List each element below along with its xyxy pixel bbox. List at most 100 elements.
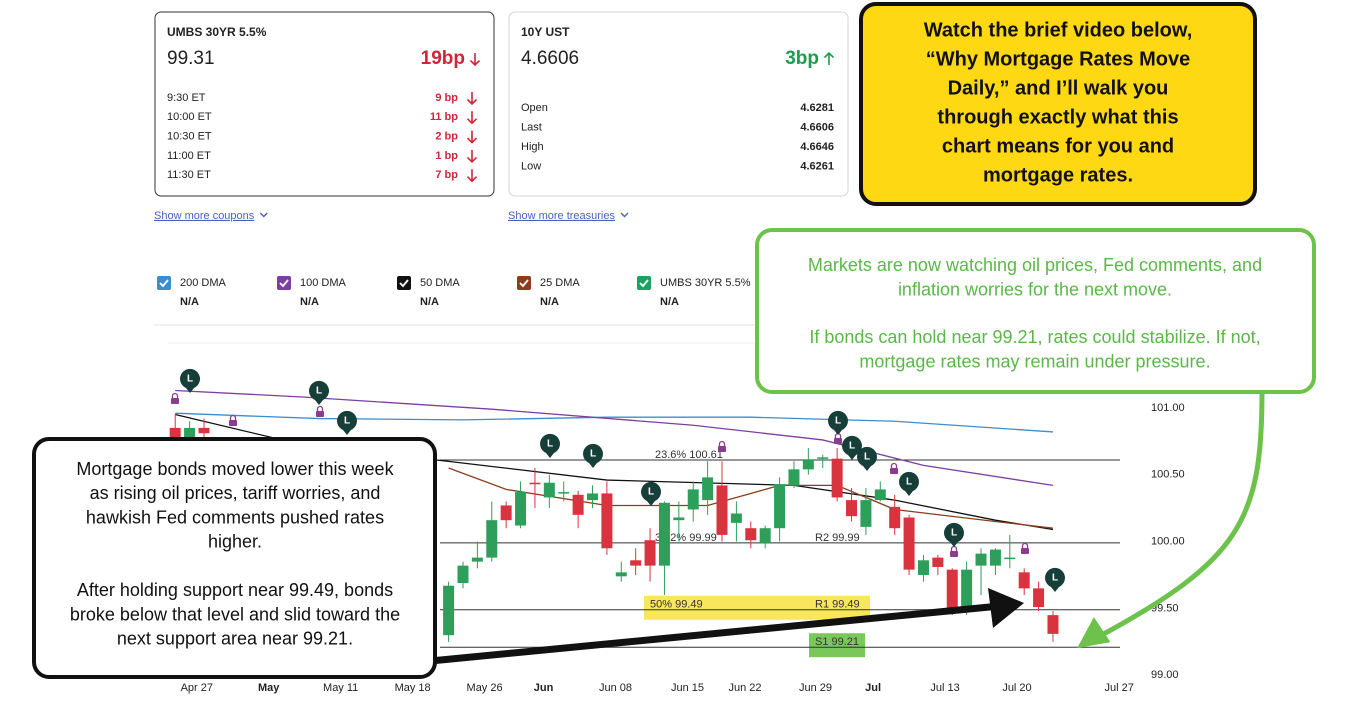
row-label: 11:30 ET <box>167 169 211 181</box>
candle-body <box>932 557 944 567</box>
candle-body <box>601 493 613 549</box>
callout-text: chart means for you and <box>942 135 1174 157</box>
show-more-link[interactable]: Show more treasuries <box>508 210 615 222</box>
lock-icon-body <box>316 411 324 417</box>
event-marker-label: L <box>590 449 596 460</box>
direction-icon <box>466 130 478 144</box>
legend-item[interactable]: 25 DMA N/A <box>517 276 580 308</box>
show-more-link[interactable]: Show more coupons <box>154 210 255 222</box>
legend-value: N/A <box>540 296 559 308</box>
event-marker-label: L <box>864 452 870 463</box>
legend-value: N/A <box>180 296 199 308</box>
row-label: High <box>521 141 544 153</box>
event-marker <box>842 435 862 460</box>
candle-body <box>471 557 483 562</box>
level-highlight <box>809 633 865 658</box>
event-marker <box>337 410 357 435</box>
legend-value: N/A <box>420 296 439 308</box>
candle-body <box>745 528 757 541</box>
candle-body <box>817 457 829 459</box>
callout-text: After holding support near 99.49, bonds <box>77 580 393 600</box>
lock-icon-body <box>834 438 842 444</box>
event-marker-label: L <box>951 528 957 539</box>
check-icon <box>159 279 169 288</box>
candle-body <box>443 585 455 636</box>
row-change: 11 bp <box>430 111 458 123</box>
legend-checkbox <box>277 276 291 290</box>
card-change: 19bp <box>421 48 465 69</box>
candle-body <box>903 517 915 570</box>
candle-body <box>1047 615 1059 634</box>
x-tick-label: May 26 <box>467 682 503 694</box>
quote-card: 10Y UST 4.6606 3bp Open 4.6281 Last 4.6606 High… <box>508 11 849 222</box>
pointer-arrow <box>1098 391 1265 639</box>
y-tick-label: 99.50 <box>1151 602 1179 614</box>
legend-item[interactable]: UMBS 30YR 5.5% N/A <box>637 276 751 308</box>
row-change: 2 bp <box>435 131 458 143</box>
card-title: 10Y UST <box>521 25 570 39</box>
row-value: 4.6606 <box>800 121 834 133</box>
row-change: 9 bp <box>435 92 458 104</box>
lock-icon <box>229 414 237 420</box>
callout-text: Mortgage bonds moved lower this week <box>76 459 394 479</box>
row-label: Low <box>521 160 541 172</box>
candle-body <box>989 549 1001 566</box>
event-marker-label: L <box>187 374 193 385</box>
x-tick-label: Jun 08 <box>599 682 632 694</box>
event-marker-label: L <box>547 439 553 450</box>
event-marker <box>540 433 560 458</box>
row-label: 11:00 ET <box>167 150 211 162</box>
candle-body <box>730 513 742 523</box>
moving-average-line <box>175 412 1054 433</box>
card-frame <box>508 11 849 197</box>
lock-icon <box>316 405 324 411</box>
legend-checkbox <box>637 276 651 290</box>
event-marker <box>309 380 329 405</box>
direction-icon <box>466 111 478 125</box>
card-price: 4.6606 <box>521 48 579 69</box>
y-tick-label: 100.00 <box>1151 535 1185 547</box>
lock-icon-body <box>229 420 237 426</box>
candle-body <box>515 492 527 526</box>
candle-body <box>846 500 858 517</box>
candle-body <box>486 520 498 558</box>
check-icon <box>279 279 289 288</box>
callout-text: If bonds can hold near 99.21, rates coul… <box>809 327 1260 347</box>
event-marker <box>179 368 200 393</box>
lock-icon <box>718 440 726 446</box>
candle-body <box>802 460 814 470</box>
event-marker-label: L <box>835 416 841 427</box>
event-marker <box>944 522 965 547</box>
candle-body <box>860 500 872 527</box>
candle-body <box>831 458 843 498</box>
event-marker <box>856 446 877 471</box>
candle-body <box>874 489 886 501</box>
candle-body <box>961 569 973 609</box>
level-label: R2 99.99 <box>815 532 860 544</box>
row-label: Open <box>521 102 548 114</box>
event-marker <box>583 443 603 468</box>
event-marker <box>641 481 662 506</box>
y-tick-label: 100.50 <box>1151 469 1185 481</box>
callout-text: Watch the brief video below, <box>924 19 1193 41</box>
candle-body <box>644 540 656 566</box>
legend-checkbox <box>397 276 411 290</box>
candle-body <box>558 492 570 494</box>
x-tick-label: Jul 13 <box>930 682 959 694</box>
candle-body <box>716 485 728 535</box>
x-tick-label: Jun 29 <box>799 682 832 694</box>
legend-checkbox <box>157 276 171 290</box>
video-callout: Watch the brief video below, “Why Mortgag… <box>859 2 1257 206</box>
event-marker-label: L <box>648 487 654 498</box>
check-icon <box>519 279 529 288</box>
pointer-arrow <box>419 602 1001 666</box>
row-value: 4.6281 <box>800 102 834 114</box>
candle-body <box>759 528 771 543</box>
legend-item[interactable]: 50 DMA N/A <box>397 276 460 308</box>
legend-item[interactable]: 100 DMA N/A <box>277 276 347 308</box>
callout-text: hawkish Fed comments pushed rates <box>86 507 384 527</box>
candle-body <box>687 489 699 510</box>
legend-item[interactable]: 200 DMA N/A <box>157 276 227 308</box>
candle-body <box>658 502 670 566</box>
candle-body <box>198 427 210 434</box>
